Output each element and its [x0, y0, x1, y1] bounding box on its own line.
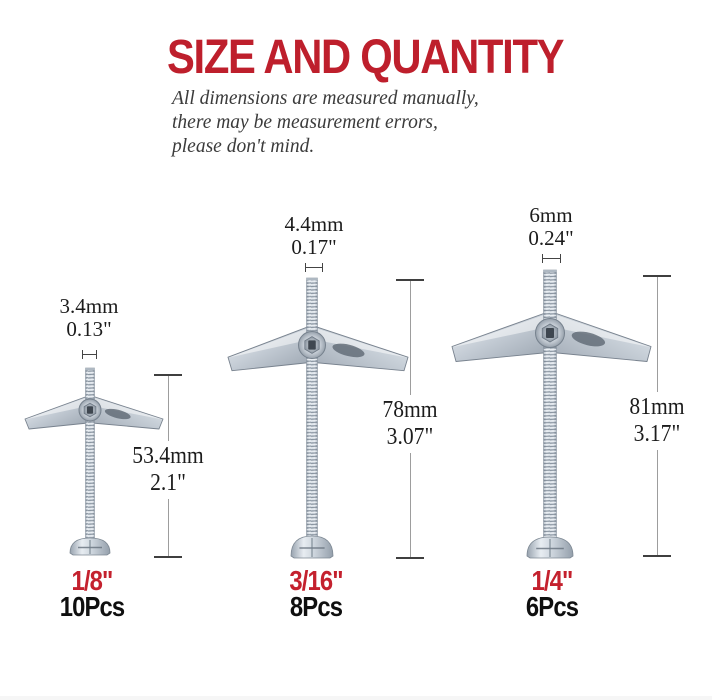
- diameter-inch: 0.13": [66, 317, 112, 342]
- diameter-inch: 0.24": [528, 226, 574, 251]
- disclaimer-line: please don't mind.: [172, 135, 315, 157]
- size-label: 1/8": [71, 565, 114, 596]
- size-label: 3/16": [289, 565, 343, 596]
- length-inch: 2.1": [150, 469, 186, 496]
- diameter-mm: 3.4mm: [59, 294, 119, 318]
- toggle-bolt-image-small: [10, 360, 185, 565]
- diameter-label: 6mm 0.24": [528, 203, 574, 251]
- diameter-label: 4.4mm 0.17": [284, 212, 344, 260]
- bottom-edge-strip: [0, 696, 712, 700]
- length-label: 78mm 3.07": [377, 395, 443, 453]
- length-inch: 3.17": [633, 420, 681, 447]
- quantity-label: 8Pcs: [289, 591, 343, 622]
- diameter-measure-mark-icon: [542, 254, 561, 263]
- diameter-inch: 0.17": [291, 235, 337, 260]
- diameter-measure-mark-icon: [82, 350, 97, 359]
- diameter-label: 3.4mm 0.13": [59, 294, 119, 342]
- toggle-bolt-image-large: [442, 262, 670, 567]
- disclaimer-line: All dimensions are measured manually,: [172, 88, 479, 109]
- disclaimer-text: All dimensions are measured manually, th…: [172, 87, 479, 158]
- diameter-measure-mark-icon: [305, 263, 323, 272]
- diameter-mm: 4.4mm: [284, 212, 344, 236]
- quantity-label: 10Pcs: [59, 591, 125, 622]
- length-label: 81mm 3.17": [624, 392, 690, 450]
- length-mm: 53.4mm: [132, 443, 204, 469]
- diameter-mm: 6mm: [529, 203, 573, 227]
- length-mm: 78mm: [382, 397, 438, 423]
- length-inch: 3.07": [386, 423, 434, 450]
- page-title: SIZE AND QUANTITY: [167, 31, 564, 84]
- disclaimer-line: there may be measurement errors,: [172, 111, 438, 133]
- quantity-label: 6Pcs: [525, 591, 579, 622]
- toggle-bolt-image-medium: [215, 272, 420, 569]
- length-label: 53.4mm 2.1": [127, 441, 209, 499]
- length-mm: 81mm: [629, 394, 685, 420]
- size-label: 1/4": [531, 565, 574, 596]
